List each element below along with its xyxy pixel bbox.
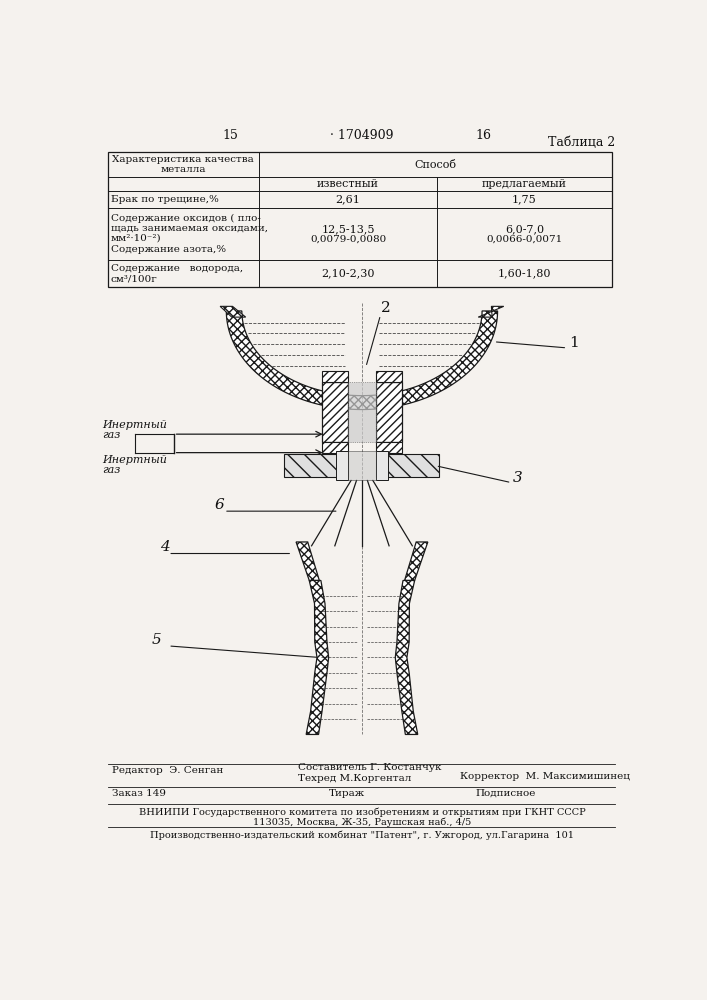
Text: 12,5-13,5: 12,5-13,5 [321,224,375,234]
Text: Техред М.Коргентал: Техред М.Коргентал [298,774,411,783]
Polygon shape [220,306,246,317]
Text: Составитель Г. Костанчук: Составитель Г. Костанчук [298,763,441,772]
Polygon shape [296,542,320,580]
Polygon shape [376,442,402,453]
Text: 2: 2 [381,302,391,316]
Text: 6: 6 [215,498,224,512]
Text: ВНИИПИ Государственного комитета по изобретениям и открытиям при ГКНТ СССР: ВНИИПИ Государственного комитета по изоб… [139,807,585,817]
Bar [348,382,376,442]
Text: 15: 15 [222,129,238,142]
Bar [348,451,376,480]
Polygon shape [376,371,402,382]
Text: · 1704909: · 1704909 [330,129,394,142]
Text: Тираж: Тираж [329,789,365,798]
Polygon shape [404,542,428,580]
Polygon shape [478,306,504,317]
Text: 113035, Москва, Ж-35, Раушская наб., 4/5: 113035, Москва, Ж-35, Раушская наб., 4/5 [253,818,471,827]
Polygon shape [226,311,498,410]
Text: щадь занимаемая оксидами,: щадь занимаемая оксидами, [111,224,268,233]
Polygon shape [322,382,348,442]
Text: Содержание азота,%: Содержание азота,% [111,245,226,254]
Text: 4: 4 [160,540,170,554]
Text: Подписное: Подписное [476,789,536,798]
Text: 2,10-2,30: 2,10-2,30 [321,269,375,279]
Text: Содержание   водорода,: Содержание водорода, [111,264,243,273]
Text: 5: 5 [152,633,162,647]
Text: Заказ 149: Заказ 149 [112,789,165,798]
Text: см³/100г: см³/100г [111,274,158,283]
Text: 1,60-1,80: 1,60-1,80 [498,269,551,279]
Text: 0,0066-0,0071: 0,0066-0,0071 [486,235,563,244]
Polygon shape [306,580,329,734]
Text: Редактор  Э. Сенган: Редактор Э. Сенган [112,766,223,775]
Text: Инертный: Инертный [103,455,167,465]
Text: 3: 3 [513,471,522,485]
Text: 0,0079-0,0080: 0,0079-0,0080 [310,235,386,244]
Bar [107,152,612,287]
Text: Содержание оксидов ( пло-: Содержание оксидов ( пло- [111,214,261,223]
Text: известный: известный [317,179,379,189]
Bar [336,451,348,480]
Text: Корректор  М. Максимишинец: Корректор М. Максимишинец [460,772,631,781]
Text: Производственно-издательский комбинат "Патент", г. Ужгород, ул.Гагарина  101: Производственно-издательский комбинат "П… [150,830,574,840]
Text: Характеристика качества
металла: Характеристика качества металла [112,155,255,174]
Text: газ: газ [103,430,121,440]
Text: предлагаемый: предлагаемый [481,179,567,189]
Text: Способ: Способ [414,160,456,170]
Text: Таблица 2: Таблица 2 [548,136,615,149]
Text: мм²·10⁻²): мм²·10⁻²) [111,234,161,243]
Text: 16: 16 [476,129,491,142]
Polygon shape [322,442,348,453]
Text: газ: газ [103,465,121,475]
Bar [284,454,348,477]
Text: Инертный: Инертный [103,420,167,430]
Text: 1,75: 1,75 [512,194,537,204]
Text: 6,0-7,0: 6,0-7,0 [505,224,544,234]
Polygon shape [395,580,418,734]
Text: 2,61: 2,61 [336,194,361,204]
Bar [376,454,440,477]
Polygon shape [322,371,348,382]
Text: Брак по трещине,%: Брак по трещине,% [111,195,218,204]
Bar [376,451,388,480]
Polygon shape [376,382,402,442]
Text: 1: 1 [569,336,578,350]
